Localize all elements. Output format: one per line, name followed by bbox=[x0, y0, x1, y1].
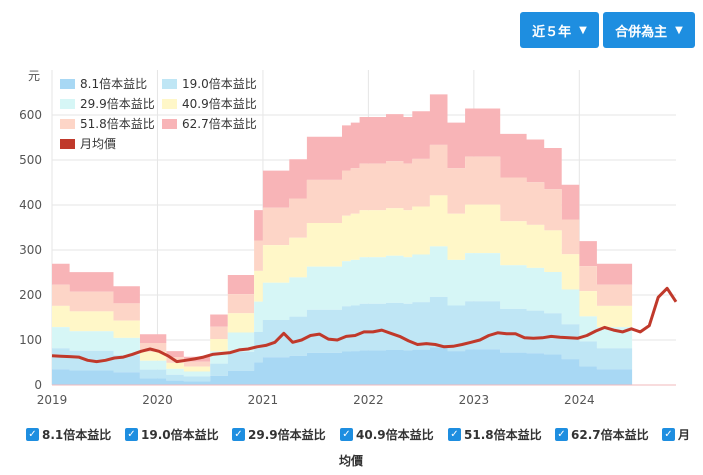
x-tick-label: 2021 bbox=[248, 393, 279, 407]
period-dropdown-label: 近５年 bbox=[532, 24, 572, 40]
checkbox-pe-62-7[interactable]: ✓ 62.7倍本益比 bbox=[555, 426, 649, 443]
checkbox-label-continued: 均價 bbox=[339, 454, 364, 468]
legend-swatch bbox=[162, 119, 177, 129]
checkbox-label: 62.7倍本益比 bbox=[571, 428, 649, 442]
x-tick-label: 2022 bbox=[353, 393, 384, 407]
checkbox-label: 29.9倍本益比 bbox=[248, 428, 326, 442]
checkbox-label: 19.0倍本益比 bbox=[141, 428, 219, 442]
y-tick-label: 500 bbox=[19, 153, 42, 167]
y-tick-label: 200 bbox=[19, 288, 42, 302]
x-tick-label: 2019 bbox=[37, 393, 68, 407]
band-pe-29-9 bbox=[52, 246, 633, 377]
legend-swatch bbox=[60, 139, 75, 149]
checkbox-pe-29-9[interactable]: ✓ 29.9倍本益比 bbox=[232, 426, 326, 443]
legend-swatch bbox=[162, 99, 177, 109]
checkbox-monthly-price[interactable]: ✓ 月 bbox=[662, 426, 690, 443]
y-axis-label: 元 bbox=[28, 69, 40, 83]
checkbox-pe-51-8[interactable]: ✓ 51.8倍本益比 bbox=[448, 426, 542, 443]
basis-dropdown[interactable]: 合併為主 ▼ bbox=[603, 12, 695, 48]
checkmark-icon: ✓ bbox=[555, 428, 568, 441]
price-line bbox=[51, 286, 678, 364]
checkmark-icon: ✓ bbox=[125, 428, 138, 441]
series-checkbox-bar: ✓ 8.1倍本益比 ✓ 19.0倍本益比 ✓ 29.9倍本益比 ✓ 40.9倍本… bbox=[0, 420, 703, 475]
legend-label: 62.7倍本益比 bbox=[182, 116, 257, 131]
legend-swatch bbox=[162, 79, 177, 89]
legend-label: 29.9倍本益比 bbox=[80, 96, 155, 111]
pe-river-chart: 0 100 200 300 400 500 600 元 2019 2020 2021 2022 2023… bbox=[19, 69, 678, 407]
chevron-down-icon: ▼ bbox=[675, 24, 683, 36]
checkmark-icon: ✓ bbox=[340, 428, 353, 441]
band-pe-51-8 bbox=[52, 144, 633, 367]
x-tick-label: 2023 bbox=[459, 393, 490, 407]
checkbox-label: 月 bbox=[678, 428, 691, 442]
y-tick-label: 600 bbox=[19, 108, 42, 122]
legend-swatch bbox=[60, 119, 75, 129]
checkmark-icon: ✓ bbox=[26, 428, 39, 441]
band-pe-8-1 bbox=[52, 347, 633, 385]
checkbox-pe-19-0[interactable]: ✓ 19.0倍本益比 bbox=[125, 426, 219, 443]
checkbox-label: 40.9倍本益比 bbox=[356, 428, 434, 442]
checkbox-pe-40-9[interactable]: ✓ 40.9倍本益比 bbox=[340, 426, 434, 443]
period-dropdown[interactable]: 近５年 ▼ bbox=[520, 12, 599, 48]
y-tick-label: 300 bbox=[19, 243, 42, 257]
checkbox-pe-8-1[interactable]: ✓ 8.1倍本益比 bbox=[26, 426, 111, 443]
y-tick-label: 100 bbox=[19, 333, 42, 347]
legend-swatch bbox=[60, 99, 75, 109]
basis-dropdown-label: 合併為主 bbox=[615, 24, 668, 40]
y-tick-label: 0 bbox=[34, 378, 42, 392]
legend-swatch bbox=[60, 79, 75, 89]
checkbox-label: 8.1倍本益比 bbox=[42, 428, 112, 442]
checkbox-label: 51.8倍本益比 bbox=[464, 428, 542, 442]
legend-label: 40.9倍本益比 bbox=[182, 96, 257, 111]
legend-label: 51.8倍本益比 bbox=[80, 116, 155, 131]
band-pe-40-9 bbox=[52, 195, 633, 372]
checkmark-icon: ✓ bbox=[232, 428, 245, 441]
x-tick-label: 2024 bbox=[564, 393, 595, 407]
y-tick-label: 400 bbox=[19, 198, 42, 212]
legend-label: 8.1倍本益比 bbox=[80, 76, 147, 91]
legend-label: 月均價 bbox=[80, 137, 116, 151]
band-pe-62-7 bbox=[52, 94, 633, 362]
x-tick-label: 2020 bbox=[142, 393, 173, 407]
chevron-down-icon: ▼ bbox=[579, 24, 587, 36]
checkmark-icon: ✓ bbox=[448, 428, 461, 441]
checkmark-icon: ✓ bbox=[662, 428, 675, 441]
legend-label: 19.0倍本益比 bbox=[182, 76, 257, 91]
